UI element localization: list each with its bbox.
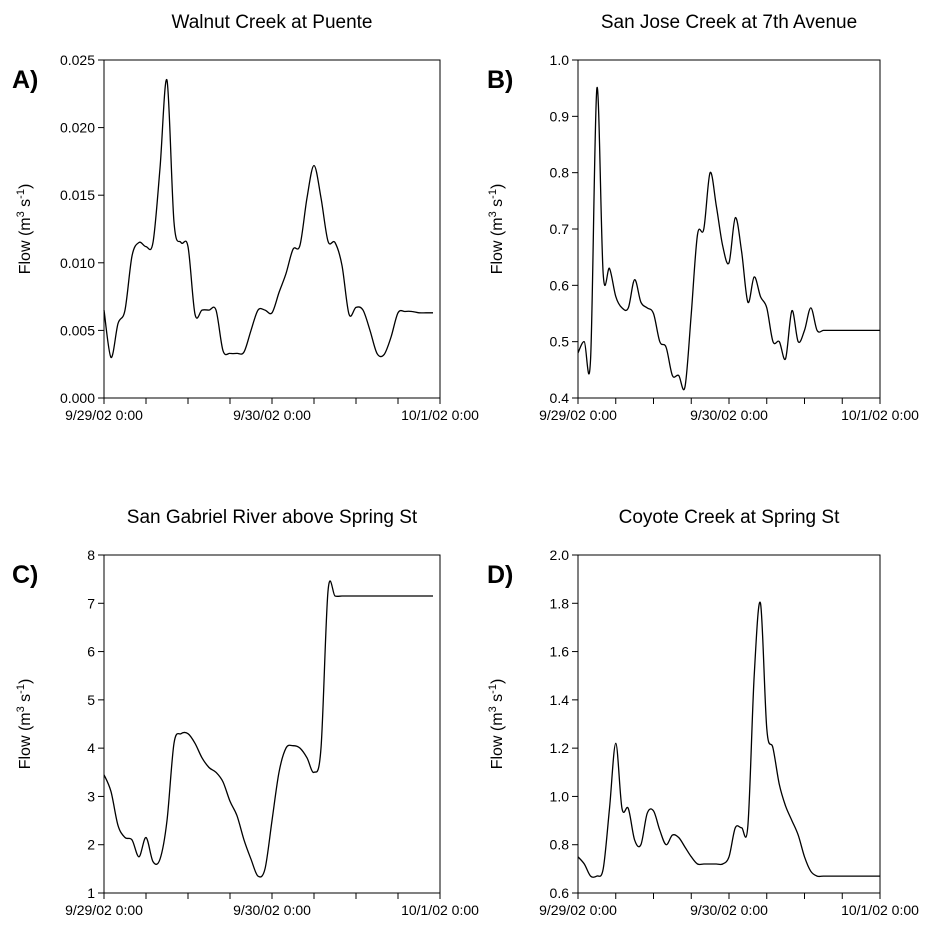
y-tick-label: 0.7 — [550, 221, 570, 237]
y-axis-label: Flow (m3 s-1) — [15, 679, 34, 770]
y-tick-label: 0.015 — [60, 187, 95, 203]
flow-series-line — [577, 601, 880, 878]
y-tick-label: 2.0 — [550, 547, 570, 563]
panel-a: Walnut Creek at Puente A) Flow (m3 s-1) 0.0… — [12, 12, 479, 423]
y-tick-label: 1.0 — [550, 788, 570, 804]
panel-letter: D) — [487, 561, 513, 589]
y-tick-label: 0.025 — [60, 52, 95, 68]
y-tick-label: 7 — [87, 595, 95, 611]
x-tick-label: 10/1/02 0:00 — [401, 407, 479, 423]
y-axis-label: Flow (m3 s-1) — [487, 679, 506, 770]
y-tick-label: 0.5 — [550, 334, 570, 350]
x-tick-label: 9/30/02 0:00 — [690, 902, 768, 918]
y-tick-label: 1.8 — [550, 595, 570, 611]
y-tick-label: 0.000 — [60, 390, 95, 406]
y-tick-label: 4 — [87, 740, 95, 756]
y-tick-label: 8 — [87, 547, 95, 563]
flow-series-line — [577, 87, 880, 391]
y-tick-label: 1.4 — [550, 692, 570, 708]
plot-frame — [577, 554, 881, 894]
x-tick-label: 10/1/02 0:00 — [841, 407, 919, 423]
x-tick-label: 9/29/02 0:00 — [539, 407, 617, 423]
chart-title: Coyote Creek at Spring St — [619, 507, 840, 528]
plot-frame — [577, 59, 881, 399]
y-tick-label: 5 — [87, 692, 95, 708]
y-tick-label: 0.6 — [550, 277, 570, 293]
y-tick-label: 0.8 — [550, 837, 570, 853]
y-tick-label: 1.0 — [550, 52, 570, 68]
flow-series-line — [103, 79, 433, 359]
y-tick-label: 1.6 — [550, 644, 570, 660]
y-tick-label: 0.010 — [60, 255, 95, 271]
plot-frame — [103, 554, 441, 894]
y-tick-label: 6 — [87, 644, 95, 660]
y-tick-label: 0.9 — [550, 108, 570, 124]
x-tick-label: 9/30/02 0:00 — [233, 902, 311, 918]
y-tick-label: 0.005 — [60, 322, 95, 338]
y-tick-label: 0.4 — [550, 390, 570, 406]
chart-title: Walnut Creek at Puente — [171, 12, 372, 33]
y-axis-label: Flow (m3 s-1) — [15, 184, 34, 275]
y-tick-label: 1 — [87, 885, 95, 901]
x-tick-label: 9/29/02 0:00 — [65, 902, 143, 918]
x-tick-label: 9/30/02 0:00 — [690, 407, 768, 423]
y-axis-label: Flow (m3 s-1) — [487, 184, 506, 275]
y-tick-label: 3 — [87, 788, 95, 804]
panel-letter: C) — [12, 561, 38, 589]
x-tick-label: 10/1/02 0:00 — [401, 902, 479, 918]
panel-letter: B) — [487, 66, 513, 94]
chart-title: San Jose Creek at 7th Avenue — [601, 12, 857, 33]
x-tick-label: 9/29/02 0:00 — [65, 407, 143, 423]
y-tick-label: 0.8 — [550, 165, 570, 181]
x-tick-label: 10/1/02 0:00 — [841, 902, 919, 918]
panel-c: San Gabriel River above Spring St C) Flow … — [12, 507, 479, 918]
panel-b: San Jose Creek at 7th Avenue B) Flow (m3 s… — [487, 12, 919, 423]
x-tick-label: 9/30/02 0:00 — [233, 407, 311, 423]
y-tick-label: 0.020 — [60, 120, 95, 136]
panel-letter: A) — [12, 66, 38, 94]
x-tick-label: 9/29/02 0:00 — [539, 902, 617, 918]
flow-series-line — [103, 580, 433, 878]
y-tick-label: 1.2 — [550, 740, 570, 756]
chart-title: San Gabriel River above Spring St — [127, 507, 418, 528]
panel-d: Coyote Creek at Spring St D) Flow (m3 s-1)… — [487, 507, 919, 918]
y-tick-label: 2 — [87, 837, 95, 853]
y-tick-label: 0.6 — [550, 885, 570, 901]
